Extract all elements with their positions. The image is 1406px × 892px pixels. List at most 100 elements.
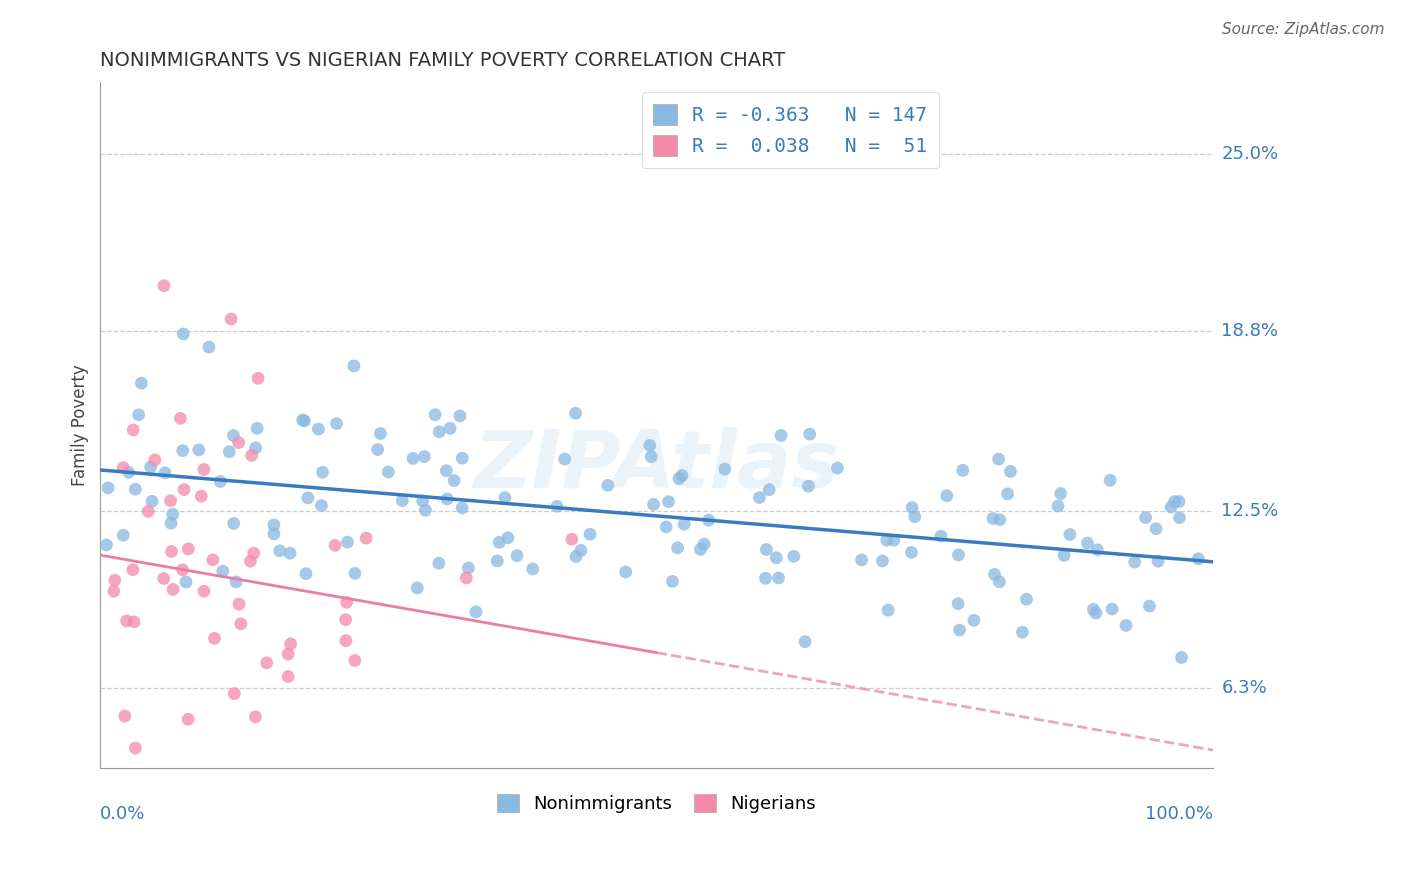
Point (1160, 500, 1182, 514)
Point (1187, 551, 1209, 566)
Point (1168, 510, 1191, 524)
Point (1147, 554, 1170, 568)
Text: 25.0%: 25.0% (1222, 145, 1278, 162)
Point (256, 656, 278, 670)
Point (797, 479, 820, 493)
Point (160, 516, 183, 531)
Point (546, 500, 568, 514)
Point (222, 516, 245, 531)
Point (673, 517, 696, 532)
Point (128, 408, 150, 422)
Point (638, 438, 661, 452)
Point (294, 414, 316, 428)
Point (449, 409, 471, 423)
Point (783, 549, 806, 564)
Point (177, 712, 200, 726)
Point (554, 452, 576, 467)
Point (522, 562, 544, 576)
Point (124, 741, 146, 756)
Point (436, 491, 458, 506)
Point (122, 423, 145, 437)
Point (1011, 625, 1033, 640)
Point (1015, 592, 1038, 607)
Point (311, 499, 333, 513)
Point (336, 595, 359, 609)
Point (169, 411, 191, 425)
Point (277, 669, 299, 683)
Point (1000, 465, 1022, 479)
Point (946, 597, 969, 611)
Point (277, 647, 299, 661)
Point (172, 443, 194, 458)
Point (1059, 527, 1081, 541)
Point (1144, 522, 1167, 536)
Point (391, 493, 413, 508)
Point (124, 482, 146, 496)
Point (486, 554, 509, 568)
Text: 100.0%: 100.0% (1144, 805, 1213, 823)
Point (987, 452, 1010, 467)
Text: 0.0%: 0.0% (100, 805, 146, 823)
Point (370, 426, 392, 441)
Point (343, 359, 366, 373)
Point (122, 563, 145, 577)
Point (434, 464, 457, 478)
Point (901, 500, 924, 515)
Point (295, 566, 318, 581)
Point (172, 563, 194, 577)
Point (263, 527, 285, 541)
Point (758, 483, 780, 497)
Point (335, 633, 357, 648)
Point (325, 417, 347, 431)
Point (658, 494, 681, 508)
Point (160, 544, 183, 558)
Point (211, 564, 233, 578)
Point (139, 459, 162, 474)
Point (640, 450, 662, 464)
Point (311, 465, 333, 479)
Point (904, 509, 927, 524)
Point (693, 537, 716, 551)
Point (794, 634, 817, 648)
Point (948, 548, 970, 562)
Point (689, 542, 711, 557)
Point (465, 605, 488, 619)
Point (367, 442, 389, 457)
Point (579, 527, 602, 541)
Point (799, 427, 821, 442)
Point (209, 475, 232, 489)
Point (239, 554, 262, 568)
Point (714, 462, 737, 476)
Point (427, 556, 450, 570)
Point (245, 441, 267, 455)
Point (402, 451, 425, 466)
Point (114, 709, 136, 723)
Y-axis label: Family Poverty: Family Poverty (72, 364, 89, 486)
Point (198, 340, 221, 354)
Point (983, 567, 1005, 582)
Point (247, 371, 270, 385)
Point (770, 428, 793, 442)
Point (354, 531, 377, 545)
Point (245, 710, 267, 724)
Point (1099, 473, 1122, 487)
Point (655, 520, 678, 534)
Point (136, 504, 159, 518)
Point (596, 478, 619, 492)
Point (900, 545, 922, 559)
Point (564, 406, 586, 420)
Point (97, 481, 120, 495)
Point (614, 565, 637, 579)
Point (671, 468, 693, 483)
Point (997, 487, 1019, 501)
Point (457, 561, 479, 575)
Point (415, 503, 437, 517)
Point (406, 581, 429, 595)
Point (1123, 555, 1146, 569)
Point (427, 425, 450, 439)
Point (988, 513, 1011, 527)
Point (162, 507, 184, 521)
Point (172, 326, 194, 341)
Point (122, 615, 145, 629)
Point (104, 574, 127, 588)
